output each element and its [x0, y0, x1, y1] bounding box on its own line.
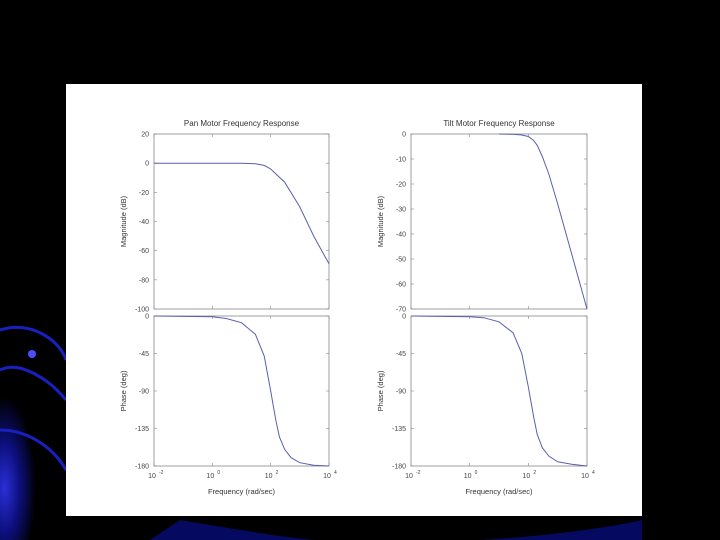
- tilt-phase-xtick-exponent: -2: [416, 470, 421, 476]
- tilt-phase-ylabel: Phase (deg): [376, 370, 385, 411]
- tilt-magnitude-series-line: [498, 133, 588, 310]
- tilt-phase-ytick-label: -180: [392, 464, 406, 471]
- tilt-phase-ytick-label: 0: [402, 314, 406, 321]
- tilt-phase-series-line: [410, 315, 588, 467]
- tilt-phase-xlabel: Frequency (rad/sec): [465, 487, 533, 496]
- pan-phase-ytick-label: -90: [139, 389, 149, 396]
- tilt-magnitude-axes: Tilt Motor Frequency Response 0 -10 -20 -30 -…: [376, 119, 588, 314]
- pan-magnitude-ytick-label: -40: [139, 219, 149, 226]
- pan-phase-ytick-label: -135: [135, 426, 149, 433]
- tilt-phase-xtick-exponent: 4: [592, 470, 595, 476]
- bode-plot-figure: Pan Motor Frequency Response 20 0 -20 -40 -60…: [66, 84, 642, 516]
- pan-phase-ylabel: Phase (deg): [119, 370, 128, 411]
- tilt-magnitude-ytick-label: -60: [396, 282, 406, 289]
- tilt-magnitude-ytick-label: -10: [396, 157, 406, 164]
- tilt-phase-xtick-exponent: 2: [533, 470, 536, 476]
- pan-phase-xtick-label: 10: [323, 473, 331, 480]
- tilt-magnitude-ytick-label: 0: [402, 132, 406, 139]
- pan-magnitude-ytick-label: -100: [135, 307, 149, 314]
- tilt-phase-xtick-exponent: 0: [475, 470, 478, 476]
- pan-phase-xtick-exponent: -2: [159, 470, 164, 476]
- pan-magnitude-series-line: [154, 162, 330, 265]
- pan-phase-frame: [153, 315, 330, 467]
- pan-magnitude-title: Pan Motor Frequency Response: [184, 119, 300, 128]
- pan-phase-ytick-label: -45: [139, 351, 149, 358]
- tilt-phase-xtick-label: 10: [581, 473, 589, 480]
- tilt-phase-ytick-label: -45: [396, 351, 406, 358]
- tilt-magnitude-title: Tilt Motor Frequency Response: [443, 119, 555, 128]
- pan-magnitude-ytick-label: 0: [145, 161, 149, 168]
- bode-plots-svg: Pan Motor Frequency Response200-20-40-60…: [119, 119, 595, 497]
- pan-phase-ytick-label: -180: [135, 464, 149, 471]
- pan-magnitude-ylabel: Magnitude (dB): [119, 195, 128, 247]
- pan-phase-xtick-label: 10: [206, 473, 214, 480]
- pan-phase-series-line: [153, 315, 330, 467]
- pan-phase-xtick-exponent: 2: [276, 470, 279, 476]
- pan-magnitude-axes: Pan Motor Frequency Response 20 0 -20 -40 -60…: [119, 119, 330, 314]
- pan-magnitude-frame: [153, 133, 330, 310]
- pan-phase-xtick-exponent: 0: [217, 470, 220, 476]
- tilt-magnitude-ytick-label: -50: [396, 257, 406, 264]
- tilt-phase-xtick-label: 10: [405, 473, 413, 480]
- pan-phase-xtick-label: 10: [265, 473, 273, 480]
- pan-magnitude-ytick-label: -20: [139, 190, 149, 197]
- tilt-phase-ytick-label: -135: [392, 426, 406, 433]
- tilt-phase-xtick-label: 10: [522, 473, 530, 480]
- tilt-phase-frame: [410, 315, 588, 467]
- tilt-magnitude-ytick-label: -20: [396, 182, 406, 189]
- tilt-magnitude-ytick-label: -40: [396, 232, 406, 239]
- tilt-magnitude-ytick-label: -30: [396, 207, 406, 214]
- tilt-phase-xtick-label: 10: [464, 473, 472, 480]
- tilt-phase-ytick-label: -90: [396, 389, 406, 396]
- pan-phase-xtick-exponent: 4: [334, 470, 337, 476]
- pan-phase-xtick-label: 10: [148, 473, 156, 480]
- pan-magnitude-ytick-label: -80: [139, 277, 149, 284]
- pan-phase-xlabel: Frequency (rad/sec): [208, 487, 276, 496]
- pan-phase-ytick-label: 0: [145, 314, 149, 321]
- pan-magnitude-ytick-label: 20: [141, 132, 149, 139]
- tilt-magnitude-ytick-label: -70: [396, 307, 406, 314]
- tilt-magnitude-frame: [410, 133, 588, 310]
- tilt-magnitude-ylabel: Magnitude (dB): [376, 195, 385, 247]
- bullet-dot-icon: [28, 350, 36, 358]
- pan-magnitude-ytick-label: -60: [139, 248, 149, 255]
